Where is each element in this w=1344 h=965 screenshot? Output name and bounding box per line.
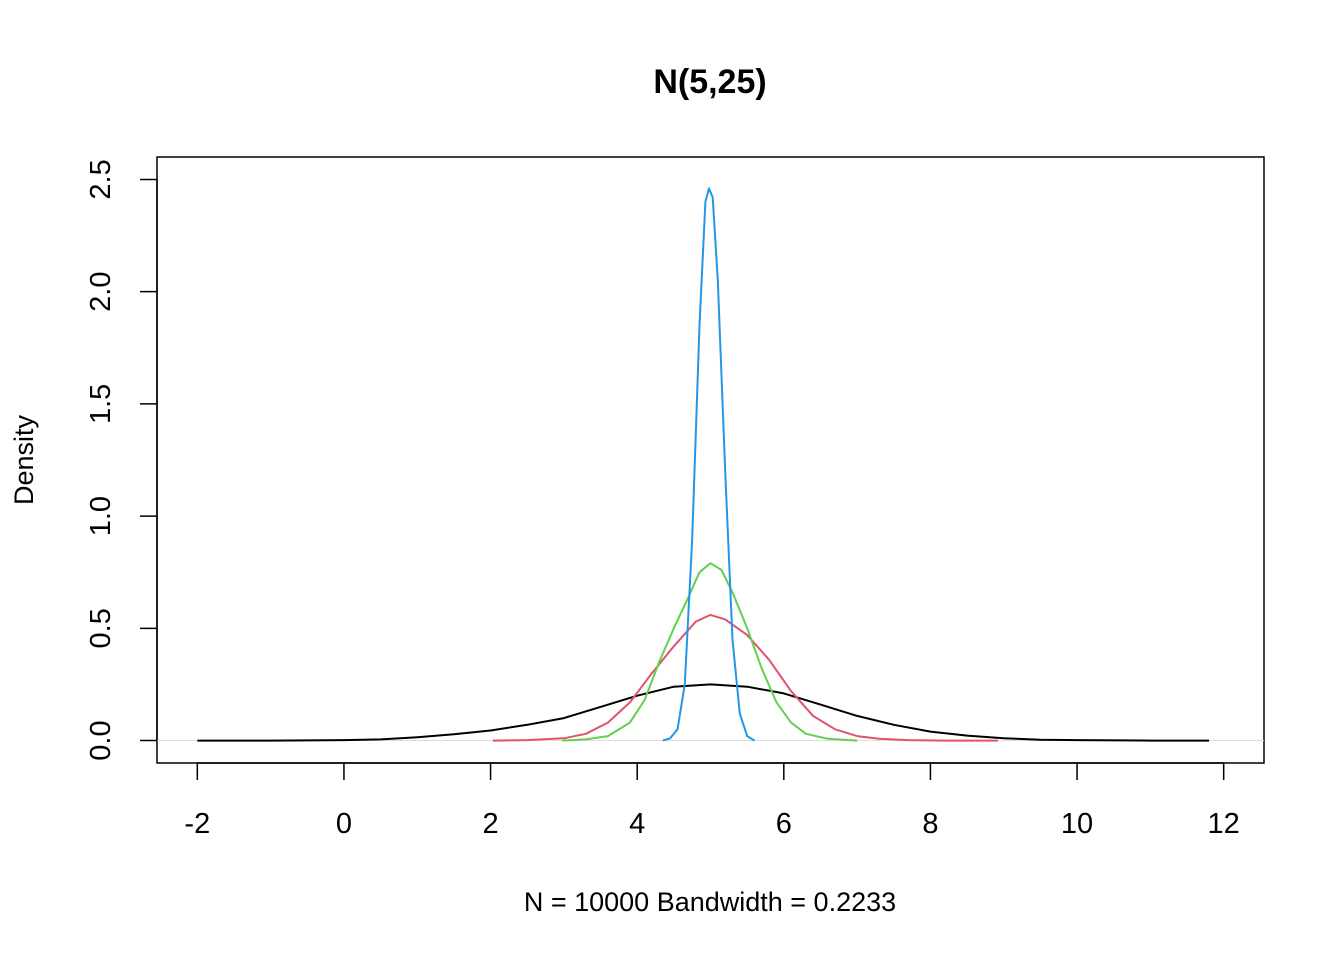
x-tick-label: 0 xyxy=(336,808,352,840)
density-curve-1 xyxy=(197,683,1209,742)
x-tick-label: 12 xyxy=(1208,808,1240,840)
y-tick-label: 2.0 xyxy=(85,272,117,312)
y-tick-label: 1.0 xyxy=(85,496,117,536)
plot-box xyxy=(156,156,1265,764)
x-tick-label: -2 xyxy=(184,808,210,840)
x-tick-label: 10 xyxy=(1061,808,1093,840)
x-tick-label: 8 xyxy=(922,808,938,840)
chart-title: N(5,25) xyxy=(653,63,766,101)
y-tick-label: 0.0 xyxy=(85,720,117,760)
y-tick-label: 0.5 xyxy=(85,608,117,648)
y-axis-label: Density xyxy=(9,414,39,505)
density-curve-2 xyxy=(492,613,998,742)
x-axis: -2 0 2 4 6 8 10 12 xyxy=(184,762,1240,840)
y-tick-label: 1.5 xyxy=(85,384,117,424)
x-tick-label: 4 xyxy=(629,808,645,840)
x-tick-label: 6 xyxy=(776,808,792,840)
density-curve-4 xyxy=(662,187,756,742)
density-curve-3 xyxy=(562,562,858,742)
series-layer xyxy=(197,187,1209,742)
x-tick-label: 2 xyxy=(482,808,498,840)
y-axis: 0.0 0.5 1.0 1.5 2.0 2.5 xyxy=(85,159,158,761)
y-tick-label: 2.5 xyxy=(85,159,117,199)
x-axis-label: N = 10000 Bandwidth = 0.2233 xyxy=(524,887,896,917)
